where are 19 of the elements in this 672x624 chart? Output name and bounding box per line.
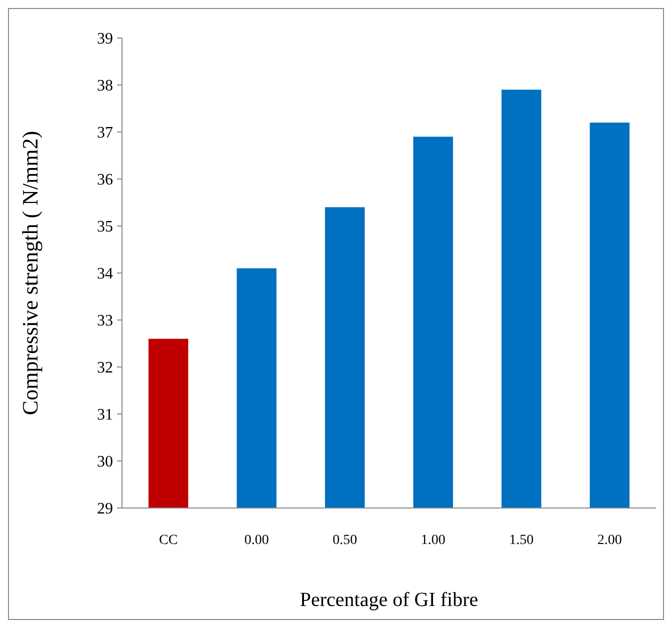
x-tick-label: 0.50: [332, 533, 358, 548]
x-tick-label: CC: [158, 533, 178, 548]
x-tick-label: 1.50: [509, 533, 534, 548]
y-tick-label: 32: [97, 360, 113, 377]
y-tick-label: 36: [97, 172, 113, 189]
y-tick-label: 39: [97, 30, 113, 48]
y-tick-label: 31: [97, 406, 113, 424]
x-tick-label: 2.00: [597, 533, 622, 548]
y-tick-label: 29: [97, 500, 113, 518]
y-tick-label: 33: [97, 312, 113, 330]
y-tick-label: 34: [97, 266, 113, 283]
x-tick-label: 1.00: [420, 533, 446, 548]
x-tick-label: 0.00: [244, 533, 269, 548]
y-tick-label: 38: [97, 78, 113, 95]
y-tick-label: 35: [97, 218, 113, 236]
y-tick-label: 30: [97, 454, 113, 471]
x-axis-title: Percentage of GI fibre: [300, 589, 478, 611]
y-axis-title: Compressive strength ( N/mm2): [18, 130, 43, 416]
y-tick-label: 37: [97, 124, 113, 142]
